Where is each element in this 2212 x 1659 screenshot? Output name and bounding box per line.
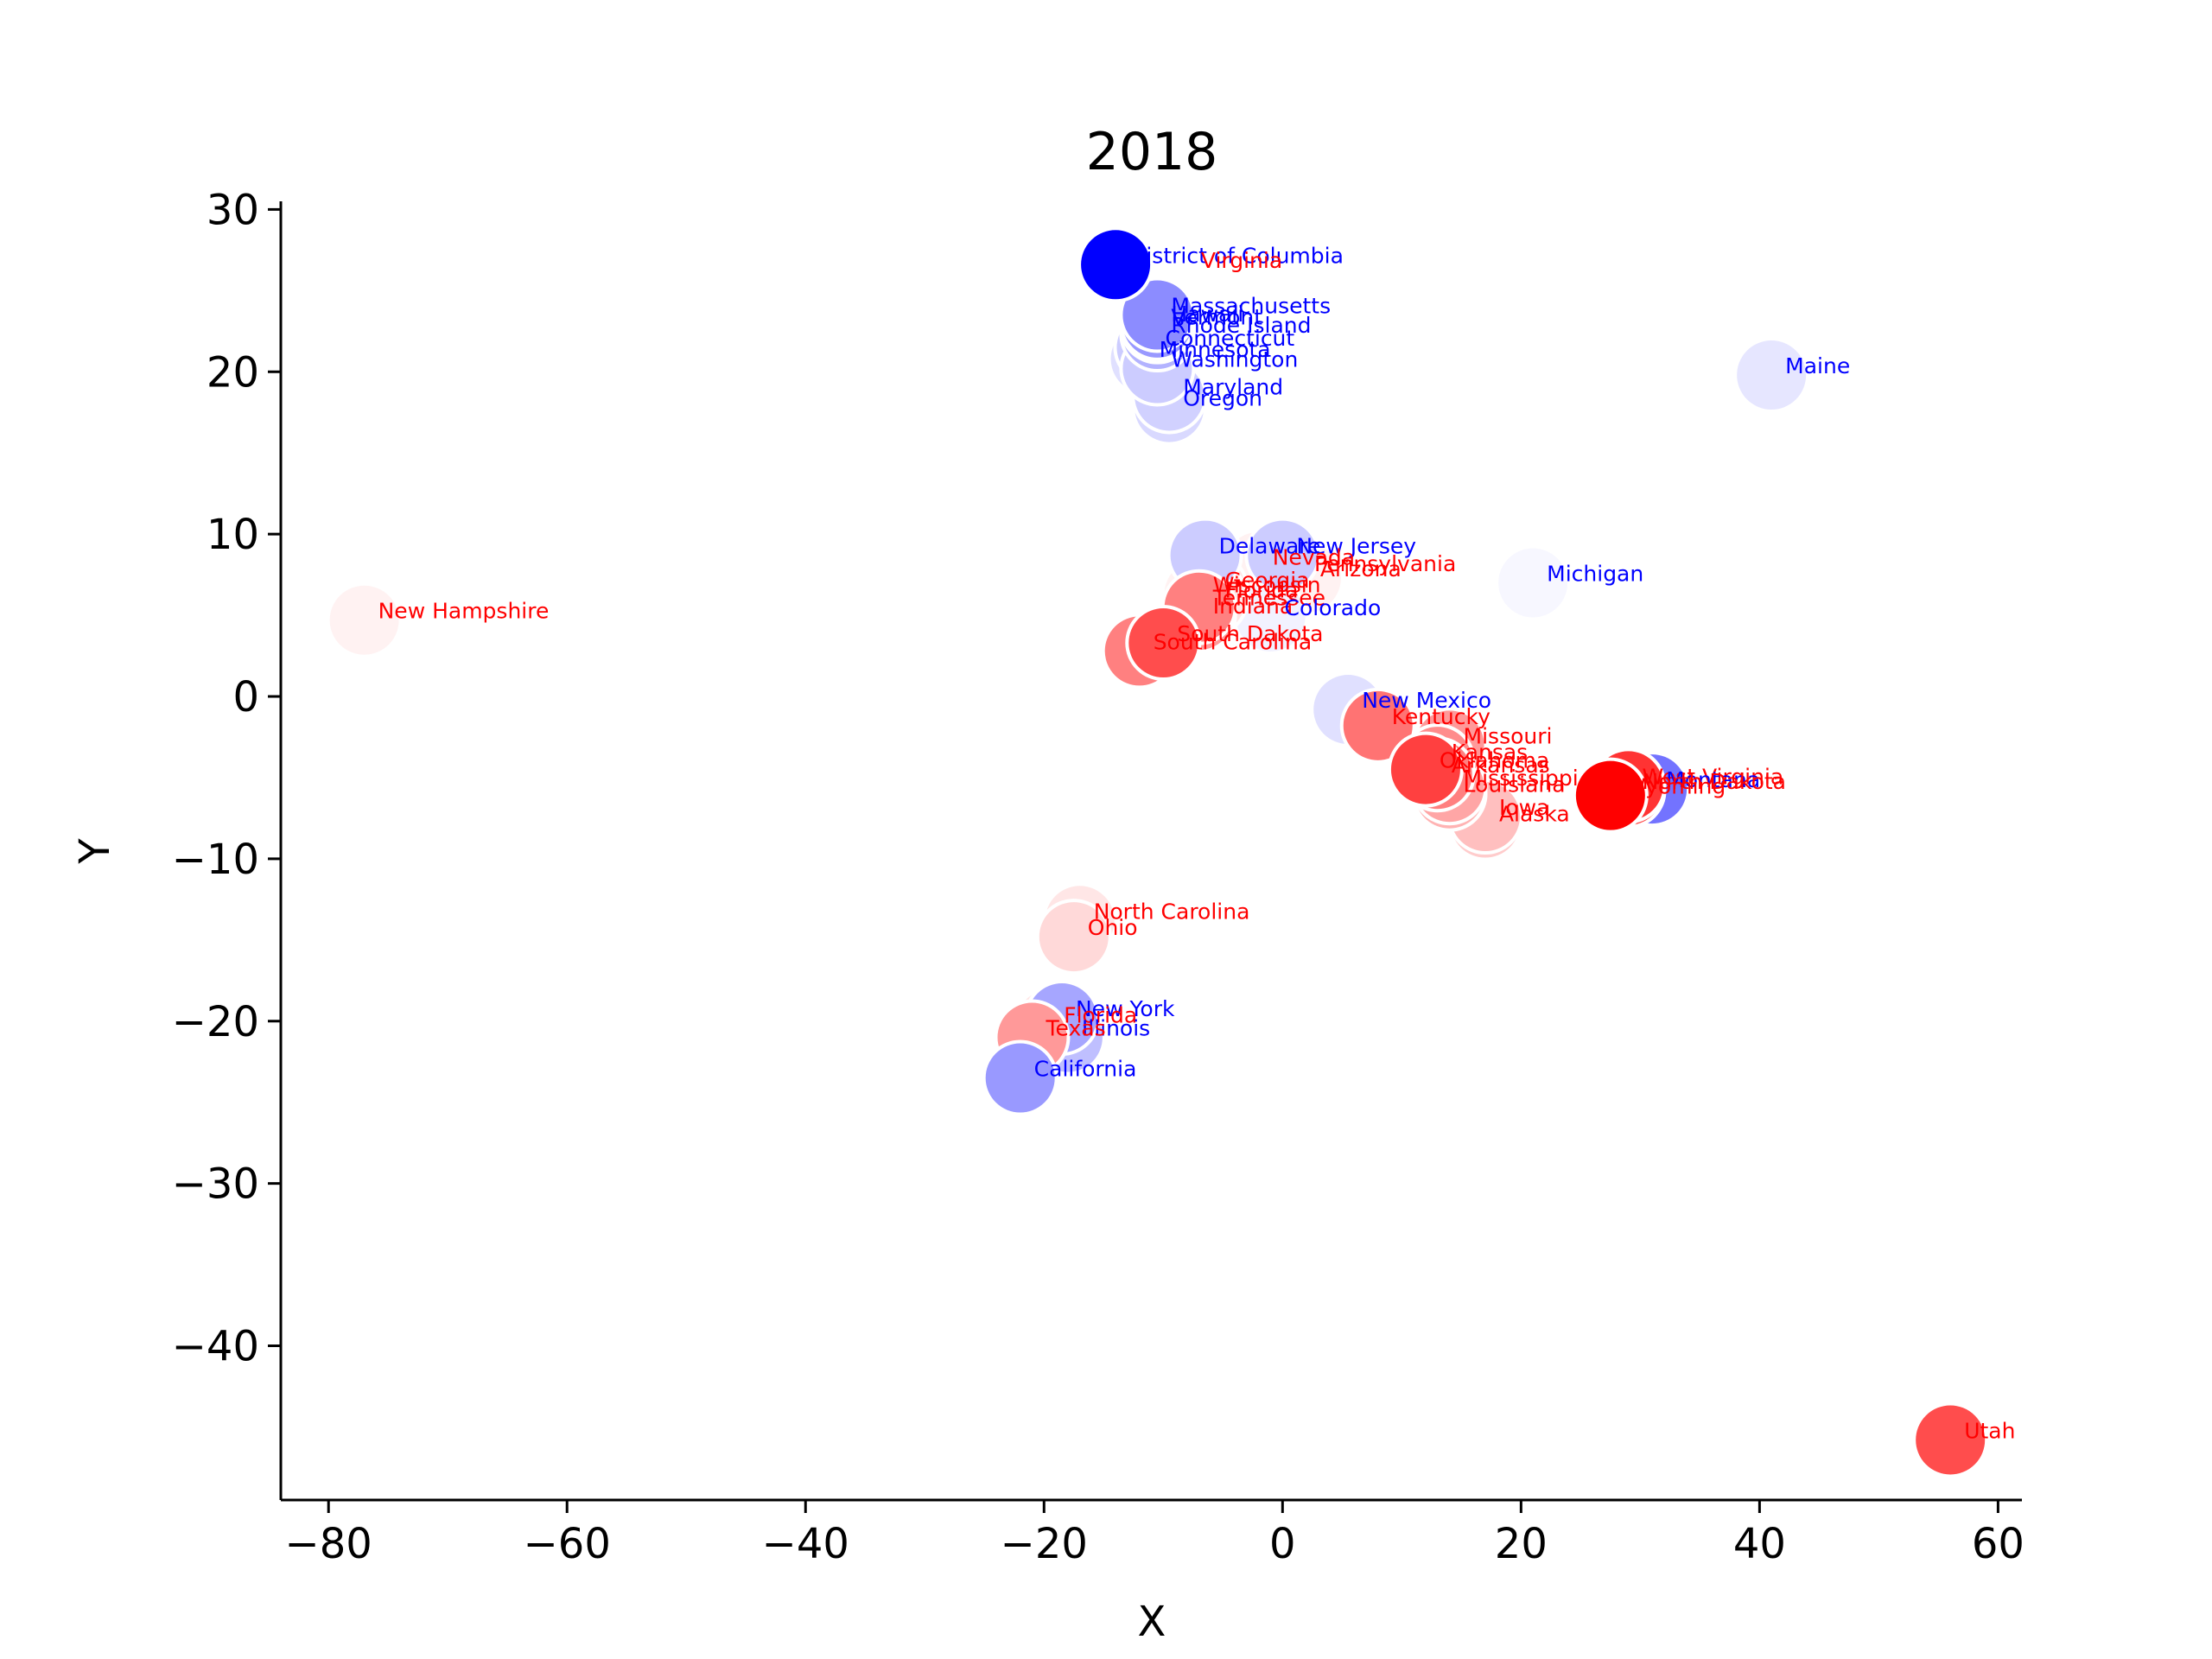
point-label: North Carolina — [1094, 899, 1250, 924]
point-label: Colorado — [1285, 595, 1382, 620]
point-label: Hawaii — [1171, 302, 1243, 327]
x-tick-label: −40 — [762, 1520, 849, 1568]
y-axis-label: Y — [71, 838, 119, 865]
data-point — [1339, 687, 1416, 764]
point-label: Michigan — [1547, 562, 1643, 587]
data-point — [1733, 337, 1810, 414]
point-label: Nevada — [1273, 545, 1355, 570]
point-label: West Virginia — [1643, 764, 1784, 789]
y-tick-label: −20 — [172, 998, 259, 1046]
point-label: Washington — [1171, 347, 1298, 372]
point-label: New Mexico — [1362, 688, 1491, 713]
point-label: Texas — [1045, 1016, 1105, 1041]
point-label: Arizona — [1320, 556, 1402, 582]
point-label: Oregon — [1183, 386, 1262, 411]
point-label: California — [1034, 1057, 1137, 1082]
axes — [279, 201, 2022, 1502]
point-label: New York — [1076, 996, 1175, 1021]
x-tick-label: 0 — [1269, 1520, 1296, 1568]
point-label: South Carolina — [1154, 629, 1312, 654]
point-label: Wyoming — [1624, 774, 1726, 799]
y-tick-label: −30 — [172, 1160, 259, 1209]
x-tick-label: 60 — [1972, 1520, 2024, 1568]
point-label: Louisiana — [1464, 772, 1566, 798]
point-label: Florida — [1064, 1003, 1137, 1028]
x-ticks: −80 −60 −40 −20 0 20 40 60 — [285, 1500, 2024, 1568]
x-tick-label: 40 — [1733, 1520, 1786, 1568]
point-label: Georgia — [1225, 568, 1310, 593]
point-label: District of Columbia — [1129, 243, 1344, 268]
data-point — [1912, 1402, 1989, 1478]
point-label: Indiana — [1213, 594, 1294, 619]
y-tick-label: 0 — [232, 673, 259, 721]
data-point — [1495, 544, 1572, 621]
point-label: Montana — [1666, 767, 1760, 792]
y-tick-label: 20 — [207, 348, 259, 397]
y-ticks: 30 20 10 0 −10 −20 −30 −40 — [172, 186, 281, 1371]
point-label: Tennessee — [1212, 586, 1325, 611]
point-label: Massachusetts — [1171, 294, 1331, 319]
point-label: Minnesota — [1160, 337, 1271, 362]
point-label: Florida — [1225, 577, 1299, 602]
point-label: South Dakota — [1177, 621, 1323, 646]
x-tick-label: −80 — [285, 1520, 372, 1568]
data-point — [1244, 517, 1321, 594]
point-label: Connecticut — [1166, 326, 1295, 351]
y-tick-label: 30 — [207, 186, 259, 234]
point-label: Missouri — [1464, 723, 1553, 748]
point-label: Alaska — [1499, 802, 1570, 827]
point-label: Oklahoma — [1440, 748, 1549, 773]
point-label: Kansas — [1452, 740, 1529, 765]
point-label: New Hampshire — [378, 599, 550, 624]
y-tick-label: −10 — [172, 836, 259, 884]
point-label: Rhode Island — [1171, 313, 1311, 338]
data-point — [1572, 757, 1649, 834]
point-label: Maine — [1785, 353, 1850, 378]
point-label: Mississippi — [1464, 766, 1579, 791]
x-tick-label: −60 — [524, 1520, 611, 1568]
x-tick-label: 20 — [1495, 1520, 1548, 1568]
data-point — [1035, 899, 1112, 976]
data-point — [1387, 731, 1464, 808]
point-label: Wisconsin — [1213, 573, 1321, 598]
point-label: Pennsylvania — [1314, 551, 1456, 576]
point-label: Illinois — [1082, 1016, 1150, 1041]
x-axis-label: X — [1138, 1598, 1166, 1646]
point-label: Vermont — [1171, 305, 1262, 330]
chart-title: 2018 — [1086, 122, 1218, 182]
data-point — [1125, 605, 1202, 682]
point-label: New Jersey — [1296, 534, 1416, 559]
data-point — [1119, 276, 1196, 353]
x-tick-label: −20 — [1001, 1520, 1088, 1568]
data-point — [1077, 226, 1154, 303]
point-label: Ohio — [1088, 915, 1138, 940]
y-tick-label: −40 — [172, 1323, 259, 1371]
data-point — [982, 1039, 1058, 1116]
point-label: Iowa — [1499, 795, 1549, 820]
point-label: North Dakota — [1643, 769, 1786, 794]
point-label: Delaware — [1219, 534, 1321, 559]
point-label: Maryland — [1183, 374, 1283, 399]
data-point — [326, 582, 403, 658]
point-label: Arkansas — [1452, 753, 1550, 778]
point-label: Kentucky — [1392, 704, 1491, 729]
point-label: Virginia — [1201, 248, 1282, 273]
point-label: Utah — [1964, 1418, 2015, 1443]
y-tick-label: 10 — [207, 511, 259, 559]
points-layer — [326, 226, 1989, 1478]
